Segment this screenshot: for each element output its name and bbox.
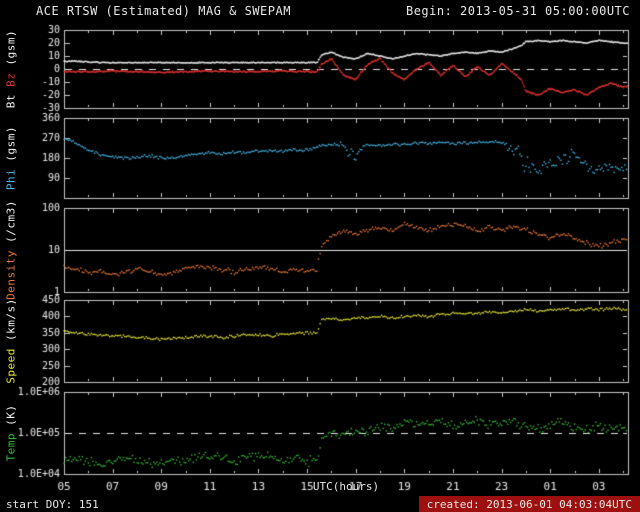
y-axis-label-part: Bz <box>4 65 18 87</box>
y-axis-label-part: Phi <box>4 161 18 191</box>
y-axis-label-phi: Phi (gsm) <box>5 126 18 190</box>
begin-timestamp: Begin: 2013-05-31 05:00:00UTC <box>405 4 630 18</box>
x-axis-label: UTC(hours) <box>312 480 380 493</box>
y-axis-label-part: (gsm) <box>4 125 18 162</box>
y-axis-label-part: Bt <box>4 86 18 109</box>
y-axis-label-part: Speed <box>4 341 18 384</box>
plot-header: ACE RTSW (Estimated) MAG & SWEPAM Begin:… <box>0 4 640 18</box>
y-axis-label-part: Density <box>4 242 18 300</box>
y-axis-label-temp: Temp (K) <box>5 405 18 462</box>
start-doy-label: start DOY: 151 <box>6 497 99 511</box>
y-axis-label-part: (gsm) <box>4 29 18 66</box>
chart-title: ACE RTSW (Estimated) MAG & SWEPAM <box>36 4 291 18</box>
y-axis-label-speed: Speed (km/s) <box>5 298 18 384</box>
y-axis-label-bt-bz: Bt Bz (gsm) <box>5 30 18 108</box>
plot-footer: start DOY: 151 created: 2013-06-01 04:03… <box>0 496 640 512</box>
created-label: created: 2013-06-01 04:03:04UTC <box>418 496 640 512</box>
y-axis-label-part: (K) <box>4 404 18 426</box>
y-axis-label-part: Temp <box>4 425 18 462</box>
y-axis-label-part: (km/s) <box>4 298 18 341</box>
y-axis-label-density: Density (/cm3) <box>5 200 18 300</box>
y-axis-label-part: (/cm3) <box>4 200 18 243</box>
